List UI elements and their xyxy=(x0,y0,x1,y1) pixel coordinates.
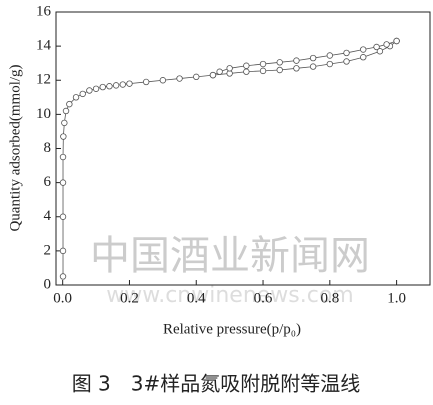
data-point xyxy=(216,68,223,75)
data-point xyxy=(112,82,120,89)
data-point xyxy=(59,153,67,161)
data-point xyxy=(66,100,73,108)
data-point xyxy=(259,67,267,75)
data-point xyxy=(126,80,133,87)
data-point xyxy=(159,77,167,84)
data-point xyxy=(92,85,100,92)
y-tick-label: 0 xyxy=(44,276,52,292)
data-point xyxy=(62,107,70,115)
data-point xyxy=(59,179,67,186)
data-point xyxy=(106,83,113,90)
caption: 图 3 3#样品氮吸附脱附等温线 xyxy=(72,372,361,396)
series-line xyxy=(212,40,397,76)
data-point xyxy=(79,90,86,98)
watermark-url: www.cnwinenews.com xyxy=(106,283,354,308)
data-point xyxy=(142,78,150,86)
data-point xyxy=(59,247,67,255)
data-point xyxy=(373,43,380,51)
data-point xyxy=(343,58,350,65)
data-point xyxy=(360,46,367,53)
x-tick-label: 0.6 xyxy=(254,290,273,306)
y-tick-label: 4 xyxy=(44,208,52,224)
data-point xyxy=(393,37,400,45)
data-point xyxy=(226,65,233,72)
x-tick-label: 0.4 xyxy=(187,290,206,306)
data-point xyxy=(276,59,283,66)
data-point xyxy=(99,83,106,91)
data-point xyxy=(86,87,93,94)
y-axis-label: Quantity adsorbed(mmol/g) xyxy=(7,64,23,231)
data-point xyxy=(61,119,68,127)
data-point xyxy=(60,133,67,140)
y-tick-label: 14 xyxy=(36,38,52,54)
y-tick-label: 10 xyxy=(36,106,51,122)
y-tick-label: 2 xyxy=(44,242,52,258)
x-tick-label: 0.8 xyxy=(320,290,339,306)
data-point xyxy=(209,71,217,79)
data-point xyxy=(193,73,200,81)
data-point xyxy=(119,81,126,88)
y-tick-label: 12 xyxy=(36,72,51,88)
x-axis-label: Relative pressure(p/p₀) xyxy=(163,321,301,337)
data-point xyxy=(326,60,334,68)
data-point xyxy=(376,48,384,55)
data-point xyxy=(383,41,390,48)
data-point xyxy=(72,94,80,101)
y-tick-label: 8 xyxy=(44,140,52,156)
data-point xyxy=(59,273,67,280)
x-tick-label: 0.2 xyxy=(120,290,139,306)
data-point xyxy=(276,66,283,74)
x-tick-label: 1.0 xyxy=(387,290,406,306)
data-point xyxy=(360,54,367,61)
y-tick-label: 16 xyxy=(36,3,52,19)
data-point xyxy=(309,54,317,62)
y-tick-label: 6 xyxy=(44,174,52,190)
x-tick-label: 0.0 xyxy=(53,290,72,306)
data-point xyxy=(176,75,183,82)
data-point xyxy=(59,213,67,220)
data-point xyxy=(243,62,250,69)
data-point xyxy=(326,52,334,59)
data-point xyxy=(243,68,250,75)
data-point xyxy=(343,49,350,57)
data-point xyxy=(259,60,267,68)
data-point xyxy=(293,57,300,64)
data-point xyxy=(293,65,300,72)
data-point xyxy=(309,63,317,70)
watermark: 中国酒业新闻网 xyxy=(90,233,370,279)
